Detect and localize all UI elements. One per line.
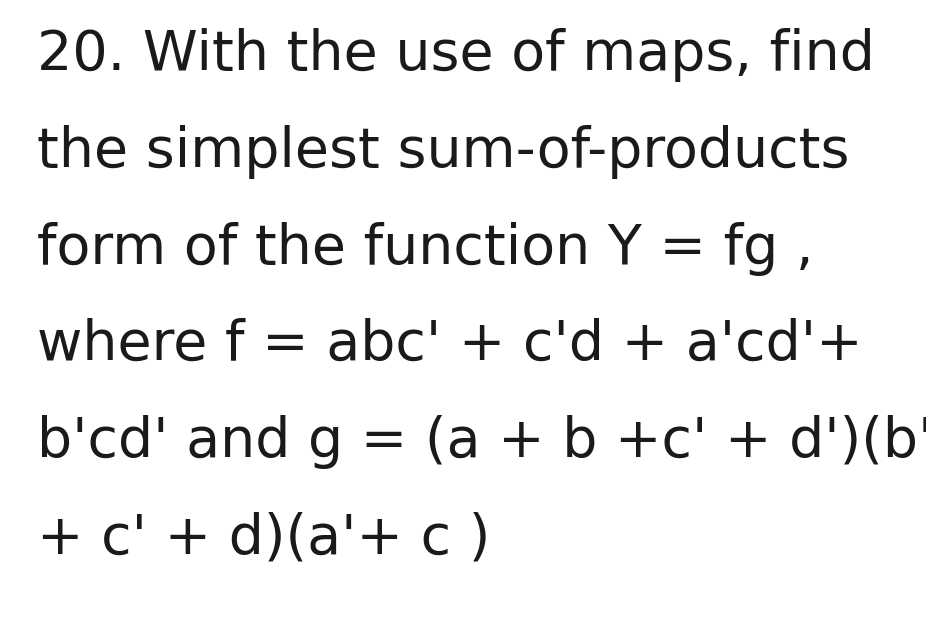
Text: 20. With the use of maps, find: 20. With the use of maps, find [37,28,875,82]
Text: where f = abc' + c'd + a'cd'+: where f = abc' + c'd + a'cd'+ [37,318,863,373]
Text: the simplest sum-of-products: the simplest sum-of-products [37,125,849,179]
Text: b'cd' and g = (a + b +c' + d')(b': b'cd' and g = (a + b +c' + d')(b' [37,415,926,469]
Text: form of the function Y = fg ,: form of the function Y = fg , [37,222,814,276]
Text: + c' + d)(a'+ c ): + c' + d)(a'+ c ) [37,512,491,566]
